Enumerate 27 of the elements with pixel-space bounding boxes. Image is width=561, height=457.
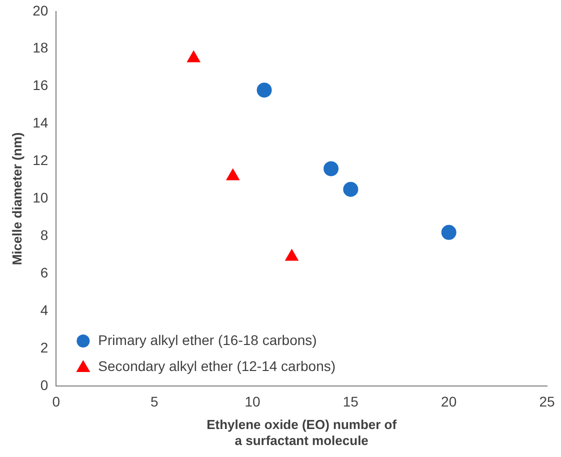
y-tick-label: 8 <box>40 227 48 244</box>
point <box>441 224 456 240</box>
point <box>343 182 358 197</box>
x-tick-label: 5 <box>150 393 158 410</box>
y-tick-label: 10 <box>32 190 48 206</box>
y-tick-label: 2 <box>40 339 48 356</box>
x-tick-label: 20 <box>441 393 457 410</box>
legend-label: Primary alkyl ether (16-18 carbons) <box>98 332 317 348</box>
y-tick-label: 6 <box>40 264 48 280</box>
x-tick-label: 10 <box>244 393 260 410</box>
y-tick-label: 16 <box>32 77 48 94</box>
x-tick-label: 15 <box>342 393 359 410</box>
point <box>256 82 272 98</box>
y-tick-label: 20 <box>32 2 48 18</box>
y-axis-title: Micelle diameter (nm) <box>9 132 24 266</box>
x-axis-title: Ethylene oxide (EO) number of a surfactant molecule <box>206 417 398 448</box>
point <box>324 161 339 176</box>
legend-label: Secondary alkyl ether (12-14 carbons) <box>98 358 336 374</box>
y-tick-label: 18 <box>32 40 48 56</box>
point <box>285 249 298 261</box>
y-tick-label: 0 <box>40 376 48 393</box>
y-tick-label: 12 <box>32 152 48 168</box>
y-tick-label: 4 <box>40 302 48 318</box>
x-tick-label: 0 <box>52 393 60 410</box>
y-tick-label: 14 <box>32 114 48 131</box>
point <box>226 168 240 180</box>
x-tick-label: 25 <box>539 393 555 410</box>
